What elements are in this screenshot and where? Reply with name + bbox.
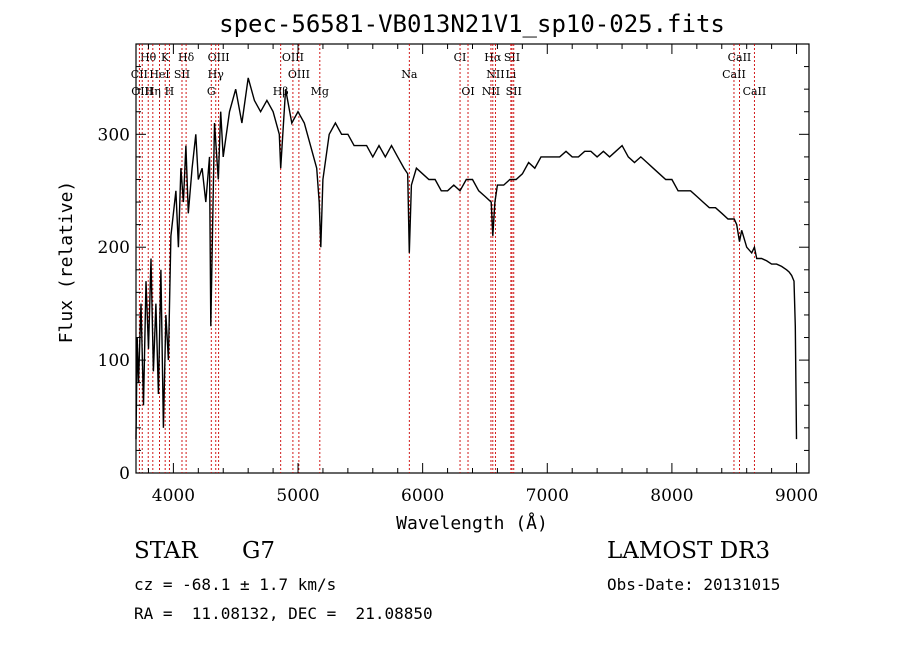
x-tick-label: 5000: [276, 486, 319, 506]
y-tick-label: 200: [98, 238, 130, 258]
line-marker-label: Li: [505, 68, 516, 81]
line-marker-label: Hα: [484, 51, 502, 64]
observation-date: Obs-Date: 20131015: [607, 575, 781, 594]
x-axis: 4000 5000 6000 7000 8000 9000: [147, 44, 818, 506]
sky-coordinates: RA = 11.08132, DEC = 21.08850: [134, 604, 433, 623]
x-tick-label: 7000: [526, 486, 569, 506]
line-marker-label: CII: [131, 68, 148, 81]
line-marker-label: CaII: [722, 68, 746, 81]
line-marker-label: Hγ: [208, 68, 225, 81]
y-axis: 0 100 200 300: [98, 66, 809, 484]
line-marker-label: Hη: [145, 85, 161, 98]
line-marker-label: OIII: [282, 51, 304, 64]
x-tick-label: 9000: [775, 486, 818, 506]
y-tick-label: 0: [119, 464, 130, 484]
y-axis-label: Flux (relative): [56, 181, 77, 344]
line-marker-label: CI: [454, 51, 467, 64]
y-tick-label: 300: [98, 125, 130, 145]
line-marker-label: SII: [174, 68, 190, 81]
line-marker-label: OIII: [288, 68, 310, 81]
line-marker-label: HeI: [149, 68, 169, 81]
chart-title: spec-56581-VB013N21V1_sp10-025.fits: [219, 10, 725, 38]
line-marker-label: K: [161, 51, 170, 64]
redshift-cz: cz = -68.1 ± 1.7 km/s: [134, 575, 337, 594]
line-marker-label: OIII: [208, 51, 230, 64]
survey-name: LAMOST DR3: [607, 538, 771, 564]
y-tick-label: 100: [98, 351, 130, 371]
x-tick-label: 6000: [401, 486, 444, 506]
x-tick-label: 8000: [650, 486, 693, 506]
line-marker-label: Mg: [311, 85, 329, 98]
spectrum-line: [135, 77, 798, 440]
line-marker-label: NII: [482, 85, 500, 98]
line-marker-label: OI: [461, 85, 474, 98]
line-marker-label: OIII: [131, 85, 153, 98]
line-marker-label: G: [207, 85, 216, 98]
plot-frame: [135, 43, 810, 474]
line-marker-label: CaII: [728, 51, 752, 64]
line-marker-label: SII: [506, 85, 522, 98]
line-marker-label: SII: [504, 51, 520, 64]
line-marker-label: CaII: [743, 85, 767, 98]
line-marker-label: NII: [486, 68, 504, 81]
line-marker-label: Na: [401, 68, 418, 81]
x-tick-label: 4000: [152, 486, 195, 506]
spectral-subclass: G7: [242, 538, 276, 564]
x-axis-label: Wavelength (Å): [396, 512, 548, 534]
line-marker-label: H: [165, 85, 175, 98]
object-class: STAR: [134, 538, 198, 564]
line-marker-label: Hδ: [178, 51, 195, 64]
